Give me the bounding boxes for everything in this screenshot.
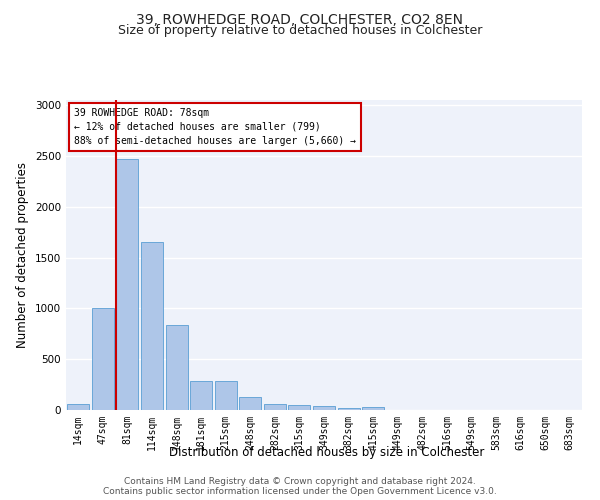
Text: 39 ROWHEDGE ROAD: 78sqm
← 12% of detached houses are smaller (799)
88% of semi-d: 39 ROWHEDGE ROAD: 78sqm ← 12% of detache… xyxy=(74,108,356,146)
Bar xyxy=(264,404,286,410)
Bar xyxy=(141,242,163,410)
Bar xyxy=(166,324,188,410)
Bar xyxy=(116,159,139,410)
Bar xyxy=(67,404,89,410)
Text: 39, ROWHEDGE ROAD, COLCHESTER, CO2 8EN: 39, ROWHEDGE ROAD, COLCHESTER, CO2 8EN xyxy=(137,12,464,26)
Bar xyxy=(289,405,310,410)
Text: Size of property relative to detached houses in Colchester: Size of property relative to detached ho… xyxy=(118,24,482,37)
Bar xyxy=(362,407,384,410)
Text: Distribution of detached houses by size in Colchester: Distribution of detached houses by size … xyxy=(169,446,485,459)
Y-axis label: Number of detached properties: Number of detached properties xyxy=(16,162,29,348)
Bar xyxy=(239,398,262,410)
Text: Contains HM Land Registry data © Crown copyright and database right 2024.: Contains HM Land Registry data © Crown c… xyxy=(124,476,476,486)
Bar xyxy=(92,308,114,410)
Bar xyxy=(190,380,212,410)
Bar xyxy=(338,408,359,410)
Text: Contains public sector information licensed under the Open Government Licence v3: Contains public sector information licen… xyxy=(103,486,497,496)
Bar xyxy=(215,380,237,410)
Bar xyxy=(313,406,335,410)
